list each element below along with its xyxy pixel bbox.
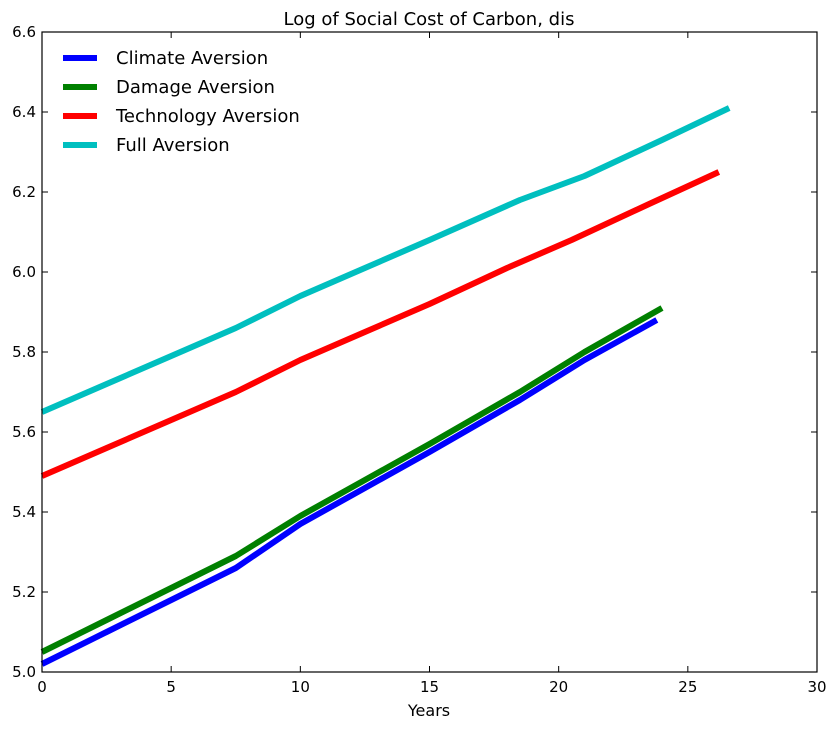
x-tick-label: 15 <box>420 678 439 696</box>
series-line-4 <box>40 105 731 415</box>
x-tick-label: 10 <box>291 678 310 696</box>
legend-label-1: Climate Aversion <box>116 48 268 69</box>
series-line-1 <box>40 317 659 667</box>
x-tick-label: 20 <box>549 678 568 696</box>
x-tick-label: 0 <box>37 678 47 696</box>
x-tick-label: 25 <box>678 678 697 696</box>
y-tick-label: 5.0 <box>12 663 36 681</box>
legend-label-2: Damage Aversion <box>116 77 275 98</box>
y-tick-label: 5.8 <box>12 343 36 361</box>
y-tick-label: 6.2 <box>12 183 36 201</box>
x-tick-label: 30 <box>807 678 826 696</box>
x-tick-label: 5 <box>166 678 176 696</box>
legend-label-4: Full Aversion <box>116 135 230 156</box>
legend: Climate Aversion Damage Aversion Technolog… <box>63 48 300 156</box>
plot-frame <box>41 31 818 673</box>
chart-title: Log of Social Cost of Carbon, dis <box>284 9 575 30</box>
legend-label-3: Technology Aversion <box>115 106 300 127</box>
y-tick-label: 6.0 <box>12 263 36 281</box>
plot-area <box>40 105 731 667</box>
axis-ticks: 0 5 10 15 20 25 30 5.0 5.2 5.4 5.6 5.8 6.0 6.2 6.4 6.6 <box>12 23 826 696</box>
y-tick-label: 5.6 <box>12 423 36 441</box>
y-tick-label: 5.4 <box>12 503 36 521</box>
y-tick-label: 6.4 <box>12 103 36 121</box>
series-line-2 <box>40 305 664 655</box>
y-tick-label: 5.2 <box>12 583 36 601</box>
y-tick-label: 6.6 <box>12 23 36 41</box>
x-axis-label: Years <box>407 701 450 720</box>
series-line-3 <box>40 169 721 479</box>
